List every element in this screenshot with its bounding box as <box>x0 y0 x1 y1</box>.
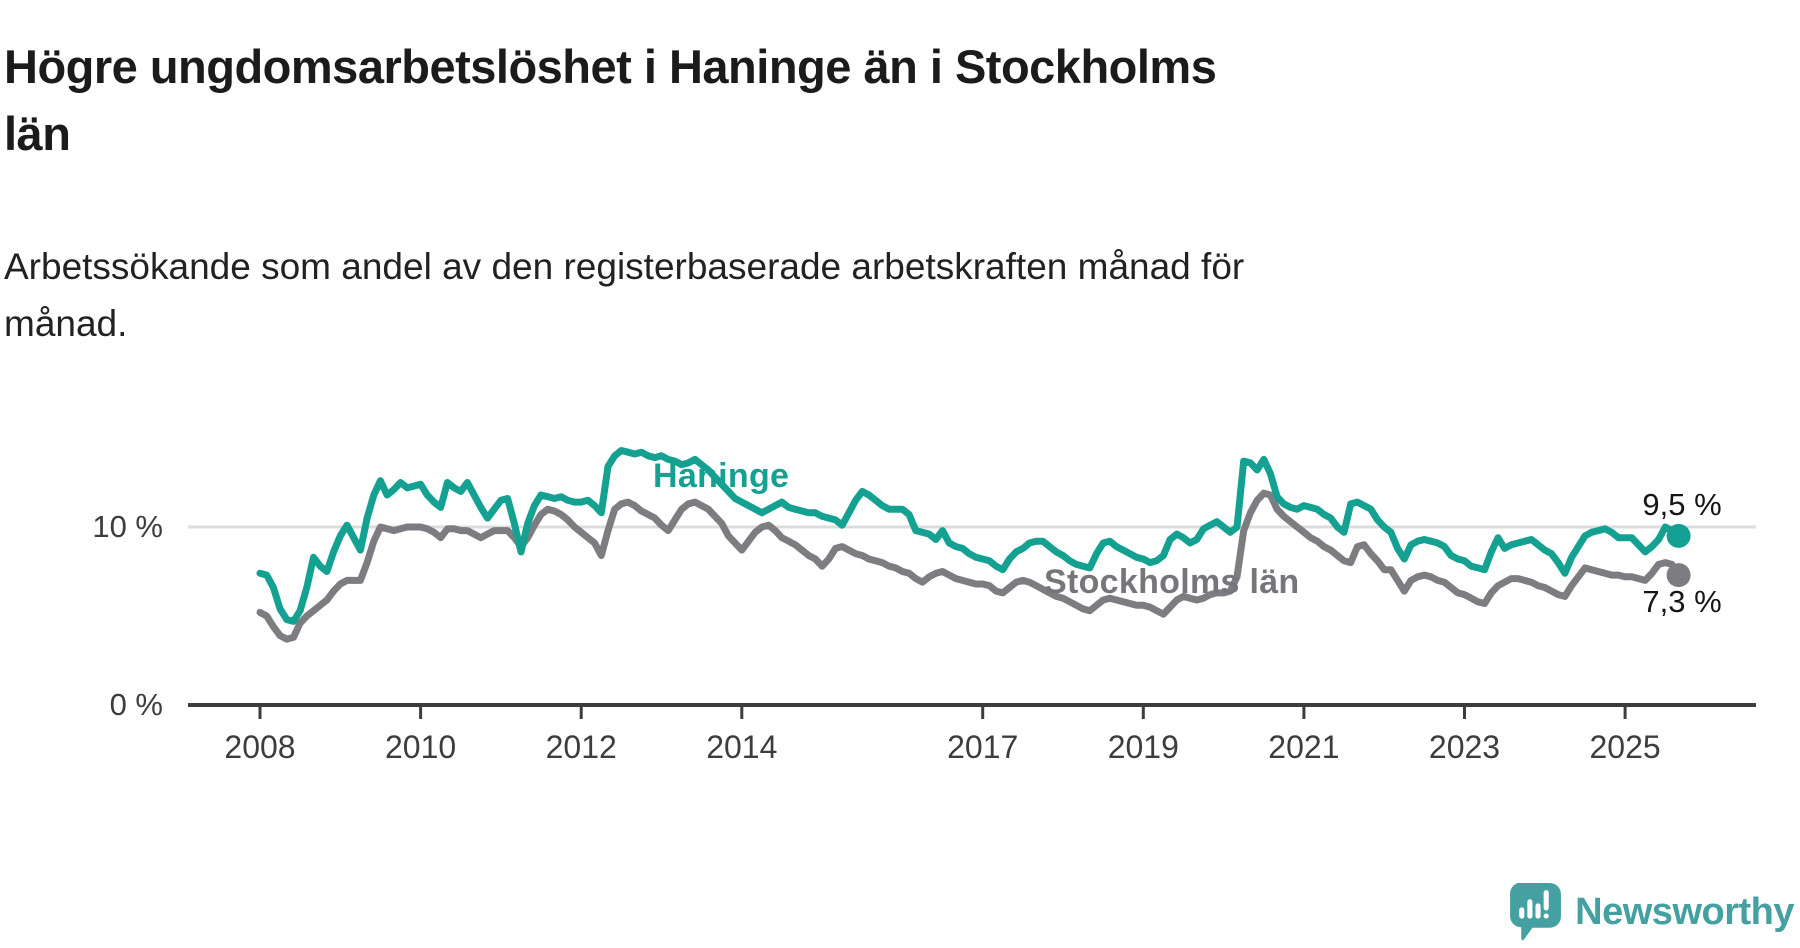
series-label-stockholms-lan: Stockholms län <box>1044 563 1300 601</box>
x-tick-label-2008: 2008 <box>224 729 295 765</box>
y-axis-label-10-percent: 10 % <box>92 509 163 544</box>
x-tick-label-2014: 2014 <box>706 729 777 765</box>
newsworthy-logo-text: Newsworthy <box>1575 890 1794 933</box>
newsworthy-logo: Newsworthy <box>1509 883 1794 941</box>
end-dot-haninge <box>1666 523 1691 548</box>
series-line-haninge <box>256 447 1683 625</box>
end-value-label-haninge: 9,5 % <box>1642 487 1722 522</box>
end-dot-stockholms-l-n <box>1666 563 1691 588</box>
end-value-label-stockholms-lan: 7,3 % <box>1642 584 1722 619</box>
x-tick-label-2025: 2025 <box>1590 729 1661 765</box>
chart-title: Högre ungdomsarbetslöshet i Haninge än i… <box>4 33 1704 167</box>
chart-title-line-1: Högre ungdomsarbetslöshet i Haninge än i… <box>4 40 1217 94</box>
speech-bubble-bar-chart-icon <box>1510 883 1562 941</box>
x-tick-label-2012: 2012 <box>546 729 617 765</box>
x-tick-label-2010: 2010 <box>385 729 456 765</box>
chart-subtitle-line-2: månad. <box>4 303 128 344</box>
chart-subtitle-line-1: Arbetssökande som andel av den registerb… <box>4 246 1245 287</box>
series-label-haninge: Haninge <box>653 457 790 495</box>
x-tick-label-2023: 2023 <box>1429 729 1500 765</box>
x-tick-label-2019: 2019 <box>1108 729 1179 765</box>
y-axis-label-0-percent: 0 % <box>109 687 163 722</box>
x-tick-label-2017: 2017 <box>947 729 1018 765</box>
chart-title-line-2: län <box>4 107 71 161</box>
series-line-stockholms-l-n <box>256 489 1683 643</box>
chart-subtitle: Arbetssökande som andel av den registerb… <box>4 238 1704 352</box>
x-tick-label-2021: 2021 <box>1268 729 1339 765</box>
